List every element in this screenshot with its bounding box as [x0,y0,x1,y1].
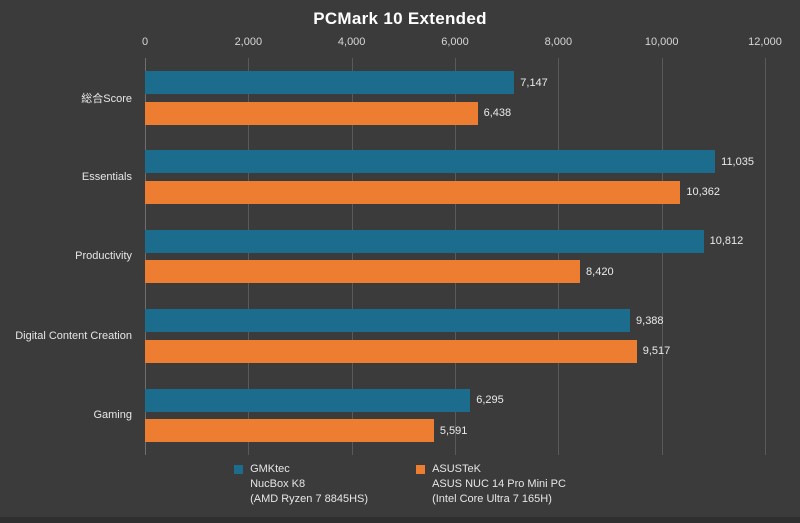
value-label: 9,517 [642,345,671,358]
legend-line: GMKtec [250,463,290,475]
x-tick-label: 6,000 [441,36,469,48]
x-tick-label: 10,000 [644,36,679,48]
legend-entry-0: GMKtec NucBox K8 (AMD Ryzen 7 8845HS) [234,462,368,507]
legend-line: ASUSTeK [432,463,481,475]
gridline [455,58,456,455]
value-label: 11,035 [721,155,754,168]
bar-series-1 [145,260,581,284]
bar-series-0 [145,309,631,333]
category-label: Digital Content Creation [15,329,132,342]
x-tick-label: 8,000 [544,36,573,48]
legend-line: (AMD Ryzen 7 8845HS) [250,493,369,505]
legend-swatch-icon [416,465,426,474]
bar-row: 11,035 [145,150,765,174]
bar-series-0 [145,71,515,94]
bar-row: 9,517 [145,339,765,363]
bar-series-0 [145,229,704,253]
value-label: 6,295 [476,394,504,407]
legend: GMKtec NucBox K8 (AMD Ryzen 7 8845HS) ASUST… [0,462,800,507]
bar-series-1 [145,180,681,204]
gridline [558,58,560,455]
category-label: Gaming [93,409,132,422]
chart-title: PCMark 10 Extended [313,9,487,28]
legend-text: ASUSTeK ASUS NUC 14 Pro Mini PC (Intel Cor… [432,462,566,507]
bar-row: 9,388 [145,309,765,333]
bar-row: 5,591 [145,419,765,443]
category-label: Essentials [81,171,132,184]
gridline [248,58,250,455]
value-label: 8,420 [586,265,614,278]
bar-row: 8,420 [145,260,765,284]
plot-area: 7,147 11,035 10,812 9,388 6,295 6,438 10,362 8,… [145,58,766,455]
legend-swatch-icon [234,465,244,474]
bar-series-0 [145,150,716,174]
x-tick-label: 4,000 [337,36,366,48]
value-label: 5,591 [439,424,468,437]
bar-row: 10,362 [145,180,765,204]
x-tick-label: 2,000 [234,36,263,48]
bar-row: 7,147 [145,71,765,94]
bar-series-1 [145,339,637,363]
legend-line: NucBox K8 [250,478,306,490]
gridline [661,58,663,455]
bar-row: 6,438 [145,101,765,125]
bar-series-1 [145,101,478,125]
value-label: 9,388 [636,314,664,327]
gridline [351,58,353,455]
x-axis: 0 2,000 4,000 6,000 8,000 10,000 12,000 [141,36,782,50]
value-label: 7,147 [520,76,548,89]
axis-line [145,58,146,455]
x-tick-label: 0 [141,36,149,48]
value-label: 10,812 [709,235,744,248]
bar-series-1 [145,419,434,443]
legend-line: ASUS NUC 14 Pro Mini PC [432,478,566,490]
x-tick-label: 12,000 [748,36,782,48]
category-label: Productivity [75,250,132,263]
window-bottom-edge [0,517,800,523]
legend-line: (Intel Core Ultra 7 165H) [432,493,552,505]
value-label: 10,362 [686,186,721,199]
legend-text: GMKtec NucBox K8 (AMD Ryzen 7 8845HS) [250,462,368,507]
gridline [765,58,766,455]
bar-row: 10,812 [145,229,765,253]
category-axis: 総合Score Essentials Productivity Digital Con… [0,58,139,455]
bar-row: 6,295 [145,388,765,412]
legend-entry-1: ASUSTeK ASUS NUC 14 Pro Mini PC (Intel Cor… [416,462,566,507]
bar-series-0 [145,388,471,412]
value-label: 6,438 [483,107,512,119]
category-label: 総合Score [81,92,132,105]
